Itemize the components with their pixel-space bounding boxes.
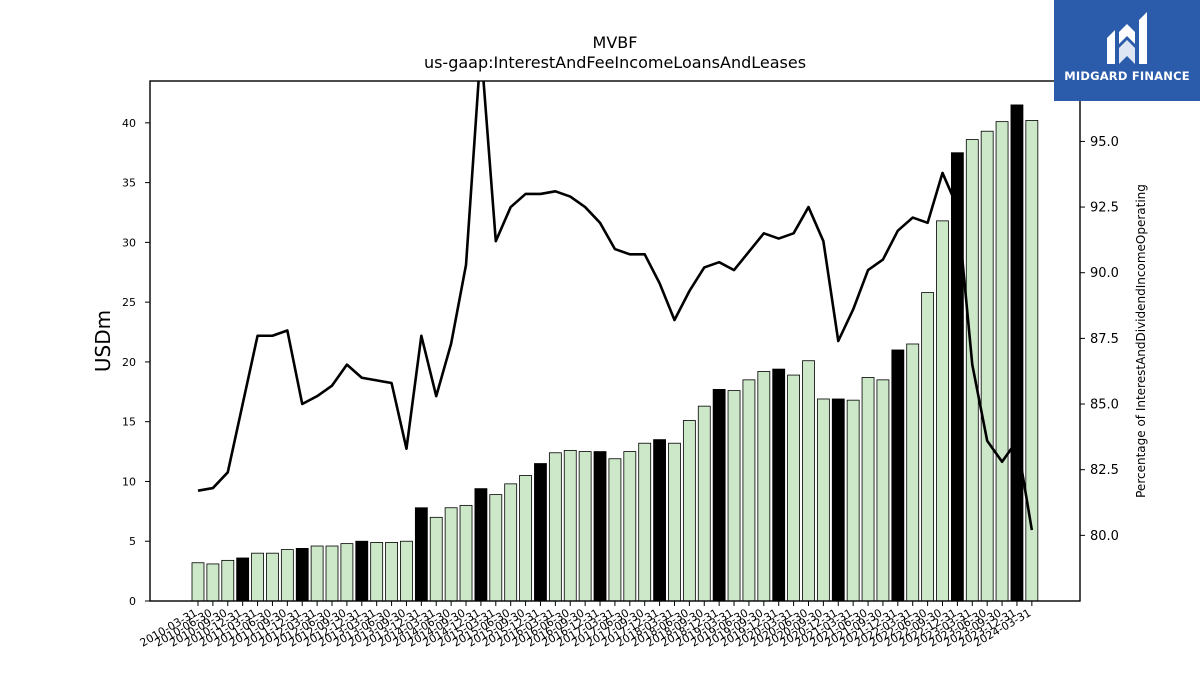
line-layer — [197, 81, 1034, 531]
bar — [489, 494, 503, 602]
bar — [876, 379, 890, 602]
y2-axis-label: Percentage of InterestAndDividendIncomeO… — [1134, 184, 1148, 498]
bar — [668, 442, 681, 602]
bar — [325, 545, 339, 602]
bar — [682, 420, 696, 602]
bar — [370, 542, 384, 602]
bar — [638, 442, 652, 602]
bar — [921, 292, 935, 602]
logo-text: MIDGARD FINANCE — [1064, 69, 1190, 83]
y-axis-left: 0 5 10 15 20 25 30 35 40 — [122, 117, 150, 608]
y-axis-right: 80.0 82.5 85.0 87.5 90.0 92.5 95.0 — [1080, 135, 1119, 544]
y2-tick-label: 80.0 — [1090, 529, 1119, 544]
bar — [340, 543, 354, 602]
bar-group — [191, 104, 1039, 602]
bar — [474, 488, 488, 602]
y-tick-label: 15 — [122, 416, 136, 429]
y2-tick-label: 95.0 — [1090, 135, 1119, 150]
bar — [236, 557, 250, 602]
bar — [891, 349, 905, 602]
bar — [846, 399, 860, 602]
y2-tick-label: 85.0 — [1090, 398, 1119, 413]
line-series — [197, 81, 1034, 531]
chart-subtitle: us-gaap:InterestAndFeeIncomeLoansAndLeas… — [424, 53, 806, 72]
bar — [221, 559, 235, 602]
bar — [563, 449, 577, 602]
y-tick-label: 0 — [129, 595, 136, 608]
chart-title: MVBF — [593, 33, 638, 52]
bar — [608, 458, 622, 602]
y2-tick-label: 90.0 — [1090, 266, 1119, 281]
bar — [861, 377, 875, 602]
bar — [772, 368, 786, 602]
bar — [251, 552, 264, 602]
bar — [266, 552, 279, 602]
bar — [280, 549, 294, 602]
y2-tick-label: 92.5 — [1090, 201, 1119, 216]
bar — [459, 504, 473, 602]
bar — [831, 398, 845, 602]
y-axis-label: USDm — [91, 310, 115, 372]
y-tick-label: 5 — [129, 535, 136, 548]
bar — [980, 130, 994, 602]
y-tick-label: 30 — [122, 236, 136, 249]
y2-tick-label: 82.5 — [1090, 463, 1119, 478]
bar — [519, 475, 532, 602]
bar — [727, 390, 741, 602]
bar — [295, 548, 309, 602]
bar — [906, 343, 920, 602]
bar — [623, 451, 637, 602]
y-tick-label: 20 — [122, 356, 136, 369]
y-tick-label: 35 — [122, 177, 136, 190]
bar — [697, 405, 711, 602]
y2-tick-label: 87.5 — [1090, 332, 1119, 347]
y-tick-label: 25 — [122, 296, 136, 309]
bar — [534, 463, 547, 602]
bar — [310, 545, 324, 602]
bar — [191, 562, 205, 602]
bar — [504, 483, 518, 602]
bar — [355, 540, 369, 602]
bar — [936, 220, 949, 602]
bar — [385, 542, 398, 602]
bar — [742, 379, 756, 602]
bar — [444, 507, 458, 602]
bar — [400, 540, 413, 602]
y-tick-label: 40 — [122, 117, 136, 130]
bar — [802, 360, 815, 602]
bar — [578, 451, 592, 602]
bar — [816, 398, 830, 602]
bar — [206, 563, 220, 602]
bar — [995, 121, 1009, 602]
midgard-logo-icon — [1107, 12, 1147, 64]
x-axis: 2010-03-312010-06-302010-09-302010-12-31… — [138, 601, 1033, 650]
brand-logo: MIDGARD FINANCE — [1054, 0, 1200, 101]
bar — [757, 371, 771, 602]
bar — [653, 439, 666, 602]
bar — [548, 452, 562, 602]
bar — [787, 374, 800, 602]
bar — [593, 451, 607, 602]
bar — [1010, 104, 1024, 602]
y-tick-label: 10 — [122, 475, 136, 488]
bar — [712, 389, 726, 602]
bar — [429, 516, 443, 602]
bar — [414, 507, 428, 602]
